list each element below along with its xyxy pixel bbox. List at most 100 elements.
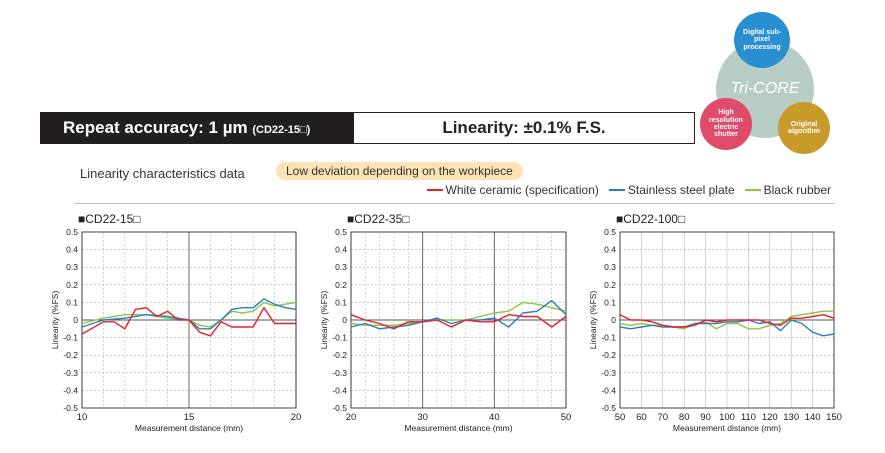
plot-frame (81, 231, 297, 409)
x-tick-label: 50 (615, 412, 626, 423)
y-tick-label: -0.1 (332, 333, 347, 343)
tri-core-logo: Tri-CORE Digital sub-pixel processing Hi… (696, 4, 836, 160)
y-tick-label: 0.4 (335, 245, 347, 255)
y-tick-label: 0.4 (604, 245, 616, 255)
x-tick-label: 50 (561, 412, 572, 423)
x-tick-label: 100 (719, 412, 735, 423)
legend-swatch (608, 189, 625, 191)
y-tick-label: 0.2 (66, 280, 78, 290)
x-tick-label: 30 (417, 412, 428, 423)
y-tick-label: -0.1 (601, 333, 616, 343)
series-black-rubber-line (350, 301, 567, 327)
legend-item-black-rubber: Black rubber (744, 183, 831, 197)
y-tick-label: 0.3 (335, 262, 347, 272)
divider (75, 203, 835, 204)
y-tick-label: 0.3 (66, 262, 78, 272)
y-tick-label: -0.1 (63, 333, 78, 343)
x-tick-label: 140 (805, 412, 821, 423)
x-axis-label: Measurement distance (mm) (673, 423, 781, 433)
plot-frame (350, 231, 567, 409)
x-tick-label: 130 (783, 412, 799, 423)
chart-title: ■CD22-35□ (347, 212, 410, 226)
y-tick-label: -0.2 (601, 350, 616, 360)
x-tick-label: 110 (741, 412, 756, 423)
x-axis-label: Measurement distance (mm) (135, 423, 243, 433)
y-tick-label: 0.5 (66, 227, 78, 237)
y-tick-label: -0.2 (63, 350, 78, 360)
y-tick-label: 0.3 (604, 262, 616, 272)
legend-label: Black rubber (763, 183, 831, 197)
y-tick-label: -0.2 (332, 350, 347, 360)
x-tick-label: 40 (489, 412, 500, 423)
x-tick-label: 70 (658, 412, 669, 423)
x-axis-label: Measurement distance (mm) (404, 423, 512, 433)
y-tick-label: 0.1 (66, 297, 78, 307)
y-tick-label: 0 (611, 315, 616, 325)
y-tick-label: 0.5 (335, 227, 347, 237)
tri-core-label: Tri-CORE (730, 79, 800, 97)
repeat-accuracy-text: Repeat accuracy: 1 µm (CD22-15□) (63, 118, 310, 138)
tri-core-left-label: High resolution electric shutter (709, 109, 743, 139)
x-tick-label: 80 (679, 412, 690, 423)
y-axis-label: Linearity (%FS) (319, 291, 329, 350)
series-white-ceramic-specification-line (350, 313, 567, 330)
linearity-label: Linearity: ±0.1% F.S. (442, 118, 606, 137)
x-tick-label: 15 (184, 412, 195, 423)
y-tick-label: 0.1 (335, 297, 347, 307)
plot-frame (619, 231, 835, 409)
tri-core-right-circle: Original algorithm (778, 102, 830, 154)
chart-legend: White ceramic (specification) Stainless … (426, 183, 831, 197)
tri-core-left-circle: High resolution electric shutter (700, 98, 752, 150)
y-tick-label: -0.4 (601, 385, 616, 395)
series-stainless-steel-plate-line (81, 298, 297, 330)
y-tick-label: -0.4 (63, 385, 78, 395)
tri-core-right-label: Original algorithm (788, 120, 820, 135)
legend-swatch (744, 189, 761, 191)
y-tick-label: 0.5 (604, 227, 616, 237)
legend-item-stainless-steel: Stainless steel plate (608, 183, 735, 197)
y-axis-label: Linearity (%FS) (588, 291, 598, 350)
chart-title: ■CD22-100□ (616, 212, 685, 226)
repeat-accuracy-label: Repeat accuracy: 1 µm (63, 118, 248, 137)
legend-item-white-ceramic: White ceramic (specification) (426, 183, 599, 197)
y-tick-label: -0.3 (601, 368, 616, 378)
chart-1: ■CD22-15□0.5 0.4 0.3 0.2 0.1 0 -0.1 -0.2 -0.3 -0.… (50, 212, 301, 433)
repeat-accuracy-panel: Repeat accuracy: 1 µm (CD22-15□) (41, 113, 354, 143)
x-tick-label: 90 (700, 412, 711, 423)
series-stainless-steel-plate-line (619, 319, 835, 337)
y-tick-label: 0 (342, 315, 347, 325)
x-tick-label: 60 (636, 412, 647, 423)
series-white-ceramic-specification-line (81, 306, 296, 337)
chart-3: ■CD22-100□0.5 0.4 0.3 0.2 0.1 0 -0.1 -0.2 -0.3 -0… (588, 212, 842, 433)
y-tick-label: 0.1 (604, 297, 616, 307)
y-tick-label: -0.3 (63, 368, 78, 378)
linearity-panel: Linearity: ±0.1% F.S. (354, 113, 694, 143)
y-tick-label: -0.3 (332, 368, 347, 378)
tri-core-top-circle: Digital sub-pixel processing (734, 12, 790, 68)
x-tick-label: 20 (291, 412, 302, 423)
y-tick-label: -0.5 (332, 403, 347, 413)
y-tick-label: 0.4 (66, 245, 78, 255)
repeat-accuracy-model: (CD22-15□) (252, 124, 311, 136)
section-title: Linearity characteristics data (80, 166, 245, 181)
x-tick-label: 150 (826, 412, 842, 423)
chart-2: ■CD22-35□0.5 0.4 0.3 0.2 0.1 0 -0.1 -0.2 -0.3 -0.… (319, 212, 571, 433)
tri-core-top-label: Digital sub-pixel processing (742, 28, 782, 51)
y-axis-label: Linearity (%FS) (50, 291, 60, 350)
y-tick-label: -0.5 (601, 403, 616, 413)
y-tick-label: -0.4 (332, 385, 347, 395)
x-tick-label: 120 (762, 412, 778, 423)
legend-swatch (426, 189, 443, 191)
section-badge: Low deviation depending on the workpiece (276, 162, 523, 180)
linearity-charts: ■CD22-15□0.50.40.30.20.10-0.1-0.2-0.3-0.… (50, 212, 842, 433)
y-tick-label: 0 (73, 315, 78, 325)
legend-label: Stainless steel plate (627, 183, 735, 197)
series-stainless-steel-plate-line (350, 299, 567, 330)
series-white-ceramic-specification-line (619, 313, 835, 328)
y-tick-label: 0.2 (335, 280, 347, 290)
legend-label: White ceramic (specification) (445, 183, 599, 197)
y-tick-label: 0.2 (604, 280, 616, 290)
y-tick-label: -0.5 (63, 403, 78, 413)
chart-title: ■CD22-15□ (78, 212, 141, 226)
x-tick-label: 20 (346, 412, 357, 423)
